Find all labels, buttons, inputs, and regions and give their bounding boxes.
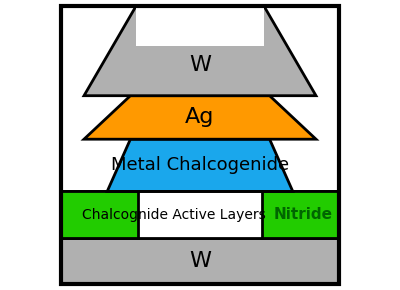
Text: Metal Chalcogenide: Metal Chalcogenide — [111, 156, 289, 174]
Polygon shape — [84, 96, 316, 139]
FancyBboxPatch shape — [262, 191, 339, 238]
FancyBboxPatch shape — [61, 238, 339, 284]
Text: Nitride: Nitride — [274, 207, 332, 222]
Text: W: W — [189, 251, 211, 271]
FancyBboxPatch shape — [61, 191, 138, 238]
Text: Chalcognide Active Layers: Chalcognide Active Layers — [82, 208, 266, 222]
Polygon shape — [84, 6, 316, 96]
Text: W: W — [189, 55, 211, 75]
FancyBboxPatch shape — [136, 6, 264, 46]
Text: Ag: Ag — [185, 108, 215, 127]
Polygon shape — [107, 139, 293, 191]
FancyBboxPatch shape — [61, 191, 339, 238]
